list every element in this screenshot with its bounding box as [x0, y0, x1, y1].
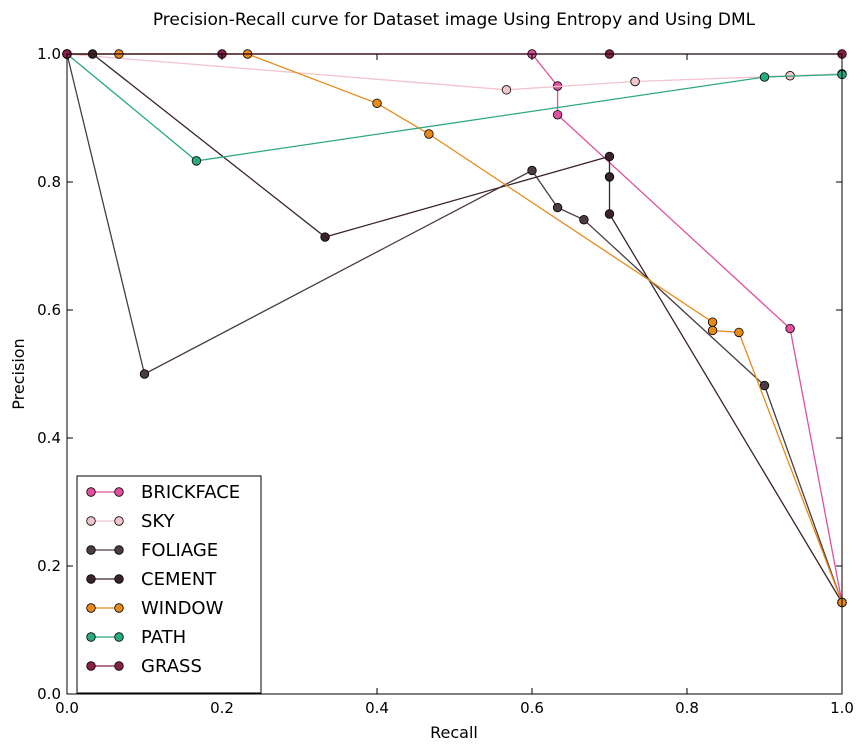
legend-marker-brickface [114, 487, 124, 497]
data-point-window [372, 98, 382, 108]
legend-label-foliage: FOLIAGE [141, 540, 218, 561]
legend-label-path: PATH [141, 627, 186, 648]
data-point-path [759, 72, 770, 82]
x-tick-label: 0.4 [365, 699, 389, 717]
legend-label-cement: CEMENT [141, 569, 217, 590]
data-point-window [734, 327, 744, 338]
data-point-window [424, 129, 434, 139]
x-tick-label: 0.0 [55, 699, 79, 717]
data-point-foliage [579, 215, 589, 225]
data-point-path [191, 156, 202, 166]
chart-title: Precision-Recall curve for Dataset image… [153, 10, 756, 30]
y-tick-label: 0.4 [37, 429, 61, 447]
legend-marker-path [114, 632, 124, 642]
x-tick-label: 1.0 [830, 699, 854, 717]
legend-marker-cement [86, 574, 96, 584]
y-tick-label: 1.0 [37, 45, 61, 63]
legend-marker-sky [114, 516, 124, 526]
legend-marker-grass [114, 661, 124, 671]
legend-marker-grass [86, 661, 96, 671]
x-tick-label: 0.8 [675, 699, 699, 717]
legend-marker-cement [114, 574, 124, 584]
data-point-brickface [785, 323, 795, 334]
y-tick-label: 0.0 [37, 685, 61, 703]
plot-frame [66, 53, 843, 695]
data-point-sky [501, 85, 512, 95]
y-tick-label: 0.8 [37, 173, 61, 191]
y-axis-label: Precision [9, 338, 28, 409]
data-point-cement [604, 151, 615, 162]
legend-marker-window [86, 603, 96, 613]
data-point-cement [604, 209, 615, 219]
series-line-path [66, 53, 843, 162]
legend-marker-foliage [114, 545, 124, 555]
data-point-cement [320, 232, 330, 242]
legend-marker-window [114, 603, 124, 613]
y-tick-label: 0.2 [37, 557, 61, 575]
x-tick-label: 0.2 [210, 699, 234, 717]
legend-label-brickface: BRICKFACE [141, 482, 240, 503]
legend-label-sky: SKY [141, 511, 176, 532]
legend-box [76, 475, 262, 694]
y-tick-label: 0.6 [37, 301, 61, 319]
legend-label-window: WINDOW [141, 598, 224, 619]
legend-marker-sky [86, 516, 96, 526]
legend-label-grass: GRASS [141, 656, 202, 677]
series-line-sky [66, 53, 843, 91]
x-tick-label: 0.6 [520, 699, 544, 717]
data-point-foliage [139, 369, 150, 379]
data-point-foliage [527, 165, 537, 176]
series-path [62, 49, 847, 166]
data-point-foliage [759, 380, 770, 391]
data-point-brickface [552, 110, 563, 120]
series-sky [62, 49, 847, 95]
data-point-foliage [552, 202, 563, 213]
legend-marker-foliage [86, 545, 96, 555]
legend-marker-path [86, 632, 96, 642]
data-point-sky [630, 76, 640, 87]
data-point-cement [604, 172, 615, 182]
legend-marker-brickface [86, 487, 96, 497]
data-point-window [707, 325, 718, 336]
x-axis-label: Recall [430, 723, 478, 742]
data-point-window [707, 317, 718, 327]
